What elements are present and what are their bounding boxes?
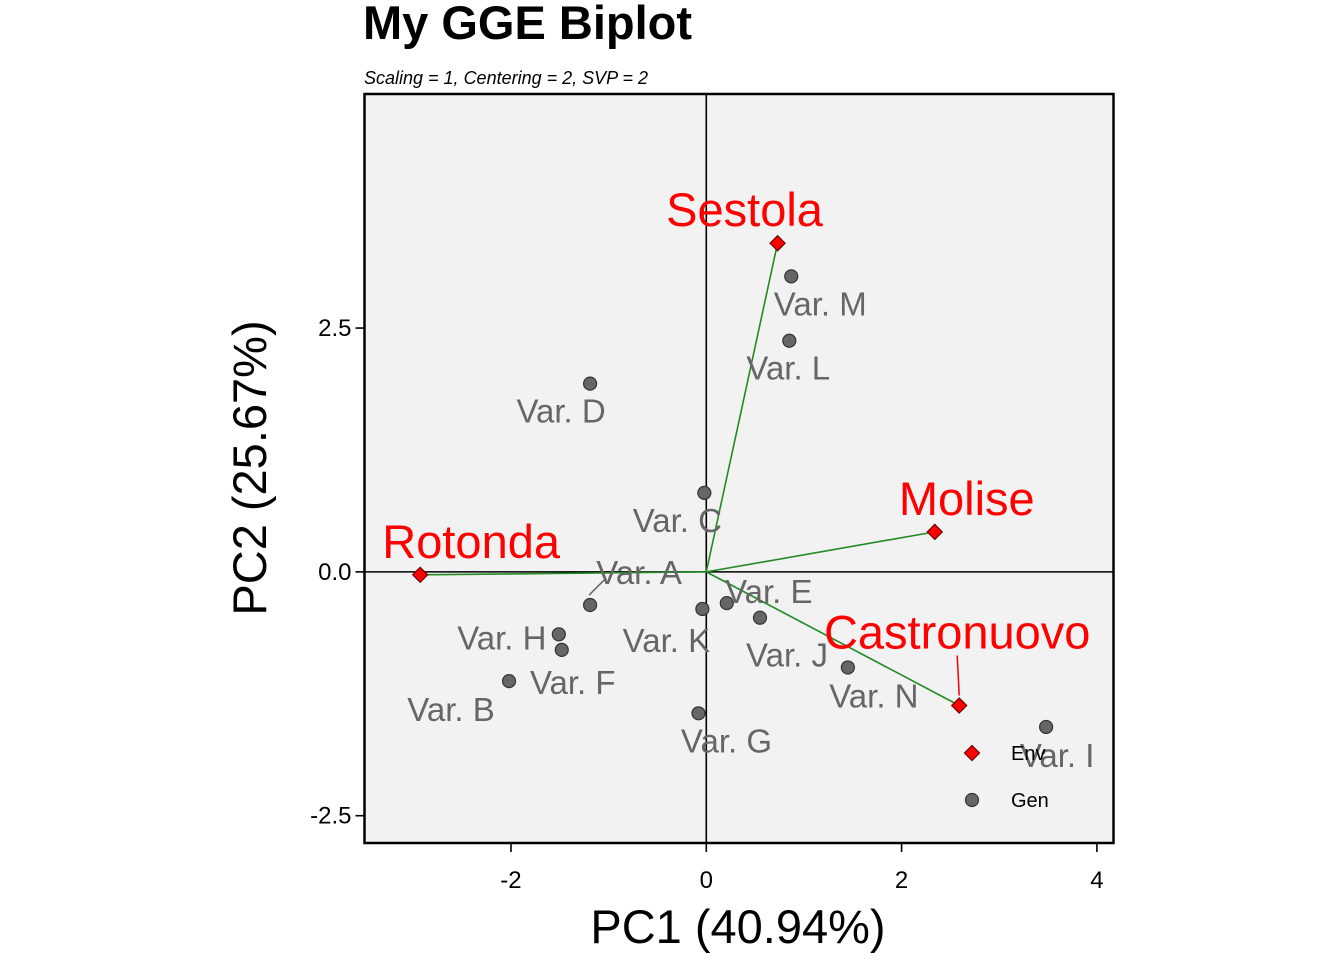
leader-castronuovo [956, 655, 960, 696]
point-var-n [840, 660, 855, 675]
label-var-d: Var. D [516, 393, 605, 430]
point-var-f [554, 642, 569, 657]
legend-label-gen: Gen [1011, 790, 1049, 812]
reference-lines [364, 94, 1114, 843]
point-var-m [784, 269, 799, 284]
point-var-g [691, 706, 706, 721]
point-var-d [582, 376, 598, 391]
point-var-a [582, 597, 598, 613]
chart-subtitle: Scaling = 1, Centering = 2, SVP = 2 [364, 68, 648, 88]
x-tick-label-1: 0 [700, 867, 713, 894]
label-molise: Molise [899, 472, 1035, 525]
vector-sestola [705, 243, 779, 573]
label-var-a: Var. A [596, 554, 682, 591]
legend-key-gen [964, 792, 980, 808]
y-axis-ticks: -2.5 0.0 2.5 [310, 315, 365, 830]
label-var-h: Var. H [457, 619, 546, 656]
label-var-m: Var. M [774, 285, 867, 322]
point-var-j [752, 610, 768, 625]
x-tick-label-0: -2 [500, 867, 521, 894]
label-leaders [588, 579, 960, 696]
point-castronuovo [950, 697, 968, 714]
chart-title: My GGE Biplot [363, 0, 692, 49]
vector-molise [706, 531, 935, 573]
point-var-b [501, 674, 517, 689]
environment-vectors [420, 243, 960, 707]
point-sestola [769, 234, 786, 252]
point-molise [926, 523, 944, 541]
y-tick-label-2: 2.5 [318, 315, 351, 342]
point-var-k [695, 601, 710, 617]
x-tick-label-2: 2 [895, 867, 908, 894]
x-axis-ticks: -2 0 2 4 [500, 843, 1104, 894]
label-var-e: Var. E [725, 573, 812, 610]
label-var-l: Var. L [746, 350, 830, 387]
label-sestola: Sestola [666, 183, 824, 236]
label-var-f: Var. F [530, 664, 616, 701]
legend-label-env: Env [1011, 743, 1045, 765]
y-tick-label-1: 0.0 [318, 559, 351, 586]
y-axis-title: PC2 (25.67%) [223, 320, 276, 615]
y-tick-label-0: -2.5 [310, 803, 351, 830]
leader-var-a [588, 579, 605, 596]
label-var-j: Var. J [746, 637, 828, 674]
label-castronuovo: Castronuovo [824, 605, 1091, 658]
point-var-i [1039, 719, 1054, 735]
legend-key-env [963, 744, 981, 762]
vector-castronuovo [705, 571, 960, 707]
label-var-c: Var. C [633, 502, 722, 539]
panel-border [363, 92, 1115, 845]
point-rotonda [411, 566, 429, 584]
legend: Env Gen [963, 743, 1049, 812]
point-var-h [551, 627, 566, 642]
genotype-points [501, 269, 1054, 735]
label-var-k: Var. K [623, 622, 710, 659]
genotype-labels: Var. M Var. L Var. D Var. C Var. A Var. E Var.… [407, 285, 1094, 774]
label-var-g: Var. G [681, 722, 772, 759]
label-var-n: Var. N [829, 677, 918, 714]
label-var-i: Var. I [1020, 737, 1095, 774]
point-var-e [719, 595, 734, 611]
point-var-l [782, 333, 797, 348]
vector-rotonda [420, 571, 707, 576]
label-var-b: Var. B [407, 691, 494, 728]
environment-labels: Sestola Molise Rotonda Castronuovo [382, 183, 1090, 658]
point-var-c [697, 485, 712, 500]
environment-points [411, 234, 968, 714]
label-rotonda: Rotonda [382, 515, 561, 568]
x-tick-label-3: 4 [1090, 867, 1103, 894]
x-axis-title: PC1 (40.94%) [590, 900, 885, 953]
plot-panel [364, 94, 1114, 843]
